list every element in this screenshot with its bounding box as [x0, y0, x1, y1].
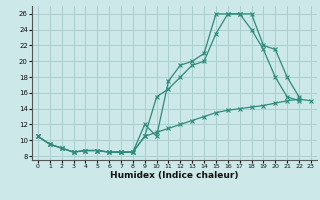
- X-axis label: Humidex (Indice chaleur): Humidex (Indice chaleur): [110, 171, 239, 180]
